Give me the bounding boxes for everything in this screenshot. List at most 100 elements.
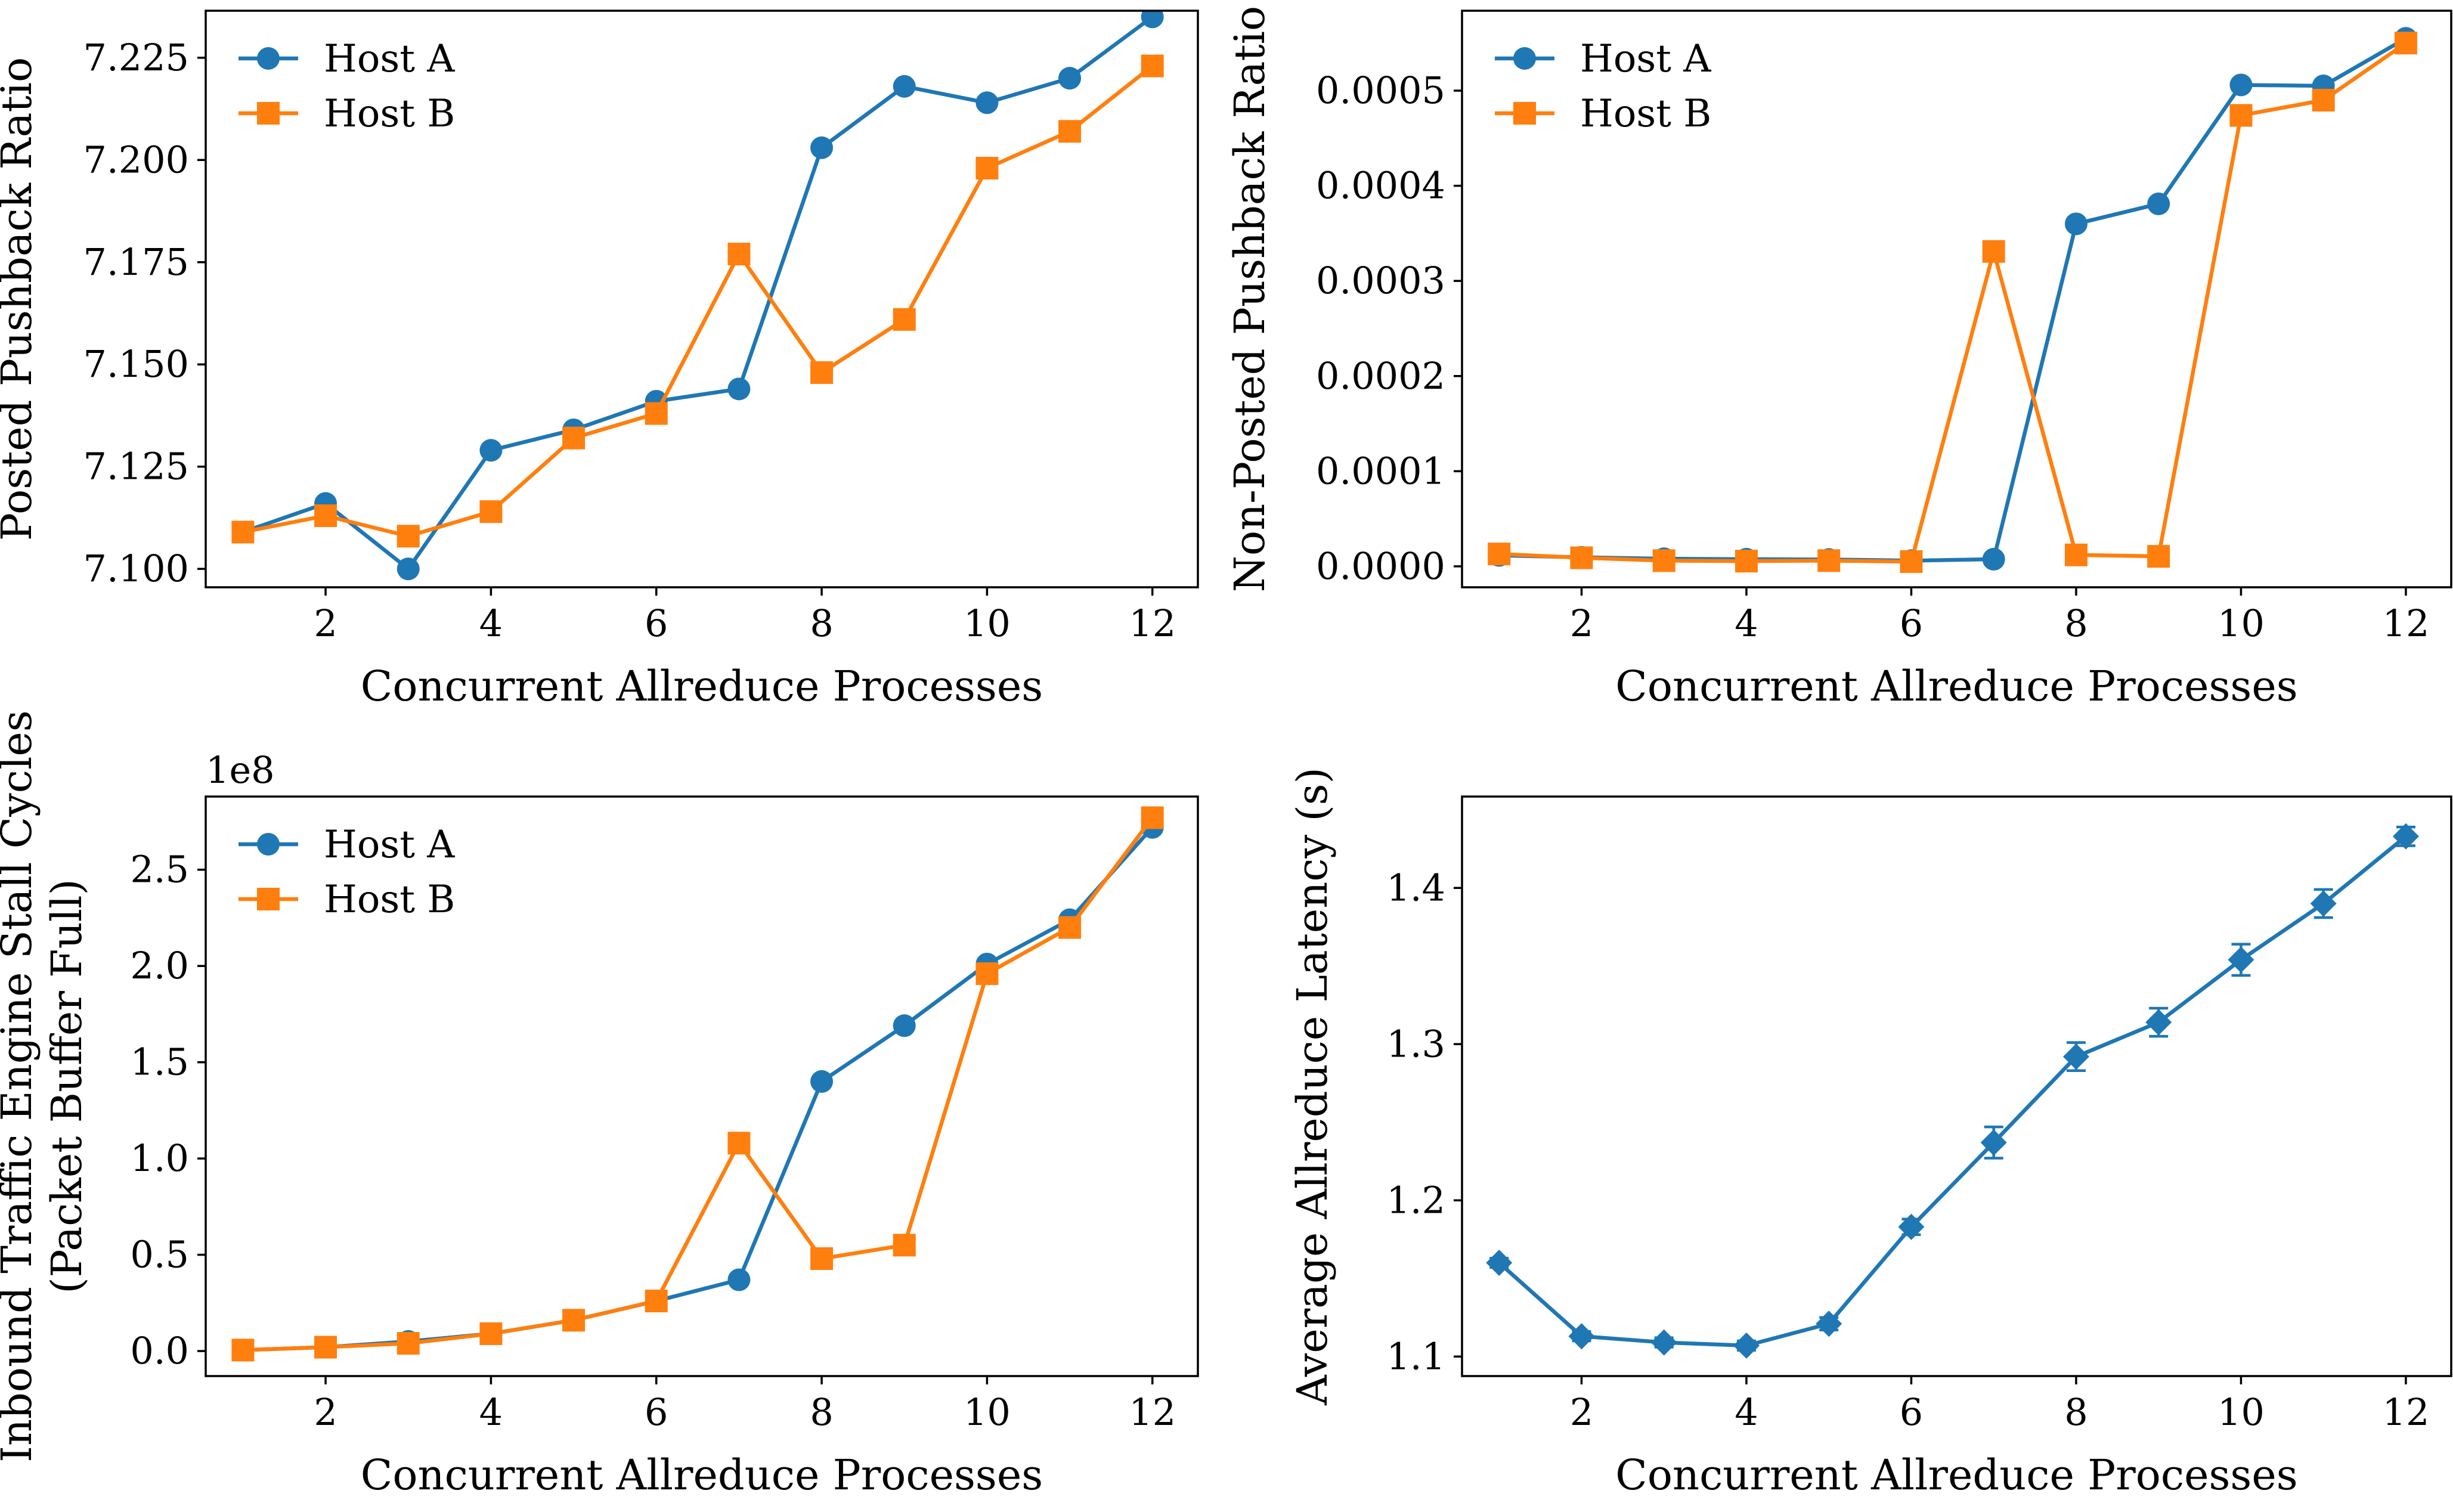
data-point-latency (2145, 1009, 2172, 1036)
data-point-host-b (397, 1332, 420, 1355)
data-point-host-b (1735, 550, 1758, 573)
x-tick-label: 6 (645, 1390, 668, 1434)
y-axis-label: Inbound Traffic Engine Stall Cycles(Pack… (0, 710, 91, 1462)
y-tick-label: 0.0005 (1316, 69, 1445, 112)
x-tick-label: 12 (1129, 602, 1176, 645)
x-tick-label: 10 (964, 602, 1011, 645)
data-point-latency (1486, 1250, 1513, 1276)
data-point-latency (2062, 1043, 2089, 1070)
data-point-host-b (479, 1322, 503, 1345)
data-point-host-b (975, 157, 999, 180)
data-point-host-b (1982, 240, 2005, 263)
data-point-host-a (727, 377, 751, 401)
data-point-host-b (1652, 549, 1675, 572)
x-tick-label: 10 (2217, 602, 2265, 645)
y-tick-label: 7.175 (83, 240, 190, 284)
x-tick-label: 12 (2383, 1390, 2430, 1434)
y-axis-label: Non-Posted Pushback Ratio (1225, 6, 1274, 592)
legend-marker (257, 47, 280, 70)
series-line-host-a (242, 15, 1154, 571)
y-tick-label: 7.125 (83, 445, 190, 488)
y-tick-label: 2.5 (130, 848, 189, 891)
legend-label: Host A (324, 37, 455, 81)
legend-marker (1513, 47, 1536, 70)
data-point-latency (2228, 946, 2254, 973)
x-tick-label: 10 (2217, 1390, 2265, 1434)
data-point-host-b (2147, 545, 2170, 568)
legend-label: Host B (1580, 92, 1711, 136)
y-tick-label: 0.0002 (1316, 354, 1445, 398)
data-point-latency (2392, 823, 2419, 850)
data-point-host-b (893, 308, 916, 331)
data-point-host-a (975, 91, 999, 114)
legend-marker (257, 833, 280, 856)
data-point-host-b (1570, 546, 1593, 569)
x-axis-label: Concurrent Allreduce Processes (1615, 662, 2297, 711)
y-tick-label: 0.0004 (1316, 164, 1445, 207)
axes-frame (1461, 795, 2452, 1377)
y-tick-label: 1.2 (1386, 1178, 1445, 1222)
y-tick-label: 1.5 (130, 1040, 189, 1084)
data-point-host-b (2312, 88, 2335, 111)
data-point-host-b (727, 1132, 751, 1155)
y-tick-label: 0.0003 (1316, 259, 1445, 302)
y-axis-label: Posted Pushback Ratio (0, 57, 41, 541)
x-tick-label: 2 (314, 602, 337, 645)
series-line-host-b (1499, 41, 2407, 564)
x-tick-label: 10 (964, 1390, 1011, 1434)
data-point-host-a (1141, 11, 1164, 29)
data-point-host-a (397, 557, 420, 581)
x-tick-label: 4 (1735, 602, 1758, 645)
data-point-host-b (479, 500, 503, 523)
y-axis-label: Average Allreduce Latency (s) (1288, 767, 1337, 1406)
x-tick-label: 6 (1900, 1390, 1923, 1434)
plot-area (1488, 27, 2417, 573)
data-point-host-b (975, 962, 999, 986)
x-tick-label: 4 (1735, 1390, 1758, 1434)
data-point-host-a (893, 1014, 916, 1037)
data-point-host-a (1058, 67, 1082, 90)
data-point-host-b (562, 426, 586, 450)
data-point-host-b (810, 361, 834, 384)
y-tick-label: 1.1 (1386, 1334, 1445, 1378)
panel-non-posted-pushback-ratio: 2 4 6 8 10 12 0.0000 0.0001 0.0002 0.0003 0.0004 0.… (1225, 6, 2452, 711)
x-tick-label: 8 (2064, 602, 2087, 645)
x-tick-label: 6 (645, 602, 668, 645)
x-axis-label: Concurrent Allreduce Processes (361, 662, 1043, 711)
series-line-latency (1498, 835, 2408, 1348)
y-axis-label-line: (Packet Buffer Full) (42, 879, 91, 1294)
x-tick-label: 8 (810, 602, 833, 645)
data-point-latency (1898, 1213, 1925, 1240)
x-tick-label: 6 (1900, 602, 1923, 645)
y-tick-label: 7.100 (83, 547, 190, 590)
data-point-host-b (2064, 543, 2087, 566)
x-tick-label: 12 (1129, 1390, 1176, 1434)
data-point-host-b (2394, 32, 2417, 55)
data-point-host-b (1817, 549, 1841, 572)
data-point-host-a (479, 439, 503, 462)
y-offset-label: 1e8 (206, 748, 275, 792)
data-point-host-b (231, 520, 255, 544)
y-tick-label: 0.0000 (1316, 544, 1445, 588)
data-point-latency (1650, 1329, 1677, 1356)
x-tick-label: 2 (1570, 1390, 1593, 1434)
data-point-host-b (231, 1339, 255, 1362)
y-tick-label: 2.0 (130, 944, 189, 987)
x-axis-label: Concurrent Allreduce Processes (361, 1451, 1043, 1499)
data-point-host-b (397, 525, 420, 548)
y-tick-label: 1.4 (1386, 866, 1445, 909)
data-point-latency (1733, 1332, 1760, 1359)
x-tick-label: 2 (314, 1390, 337, 1434)
legend-label: Host B (324, 92, 455, 136)
y-tick-label: 0.0 (130, 1329, 189, 1372)
data-point-host-b (645, 1290, 668, 1313)
x-tick-label: 2 (1570, 602, 1593, 645)
legend-marker (257, 888, 280, 910)
x-tick-label: 8 (810, 1390, 833, 1434)
y-tick-label: 1.3 (1386, 1022, 1445, 1065)
data-point-host-a (810, 136, 834, 159)
data-point-host-a (727, 1268, 751, 1291)
data-point-host-b (1141, 54, 1164, 78)
panel-average-allreduce-latency: 2 4 6 8 10 12 1.1 1.2 1.3 1.4 Concurrent Allreduce… (1288, 767, 2452, 1499)
